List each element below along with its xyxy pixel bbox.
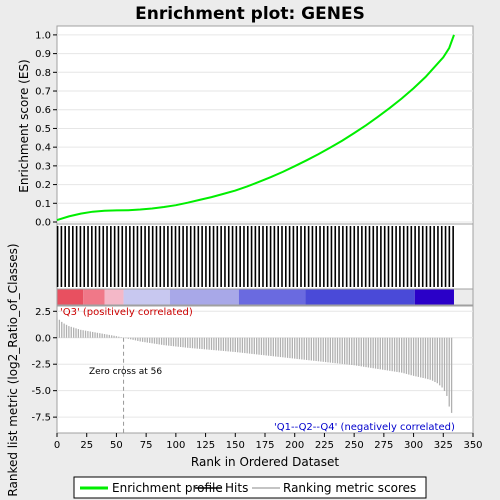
legend-box xyxy=(73,476,427,499)
xtick-label: 275 xyxy=(374,440,393,451)
legend: Enrichment profile Hits Ranking metric s… xyxy=(73,476,427,499)
es-ylabel: Enrichment score (ES) xyxy=(17,59,31,192)
es-ytick-label: 0.4 xyxy=(35,143,51,154)
metric-ytick-label: -2.5 xyxy=(31,360,51,371)
xtick-label: 300 xyxy=(404,440,423,451)
xtick-label: 100 xyxy=(166,440,185,451)
xtick-label: 175 xyxy=(255,440,274,451)
xtick-label: 50 xyxy=(110,440,123,451)
xtick-label: 0 xyxy=(54,440,60,451)
es-ytick-label: 0.0 xyxy=(35,218,51,229)
xtick-label: 225 xyxy=(315,440,334,451)
rank-bar-segment xyxy=(238,289,306,305)
negative-annotation: 'Q1--Q2--Q4' (negatively correlated) xyxy=(274,422,455,433)
rank-bar-segment xyxy=(83,289,105,305)
xtick-label: 200 xyxy=(285,440,304,451)
positive-annotation: 'Q3' (positively correlated) xyxy=(60,307,193,318)
legend-label-enrichment: Enrichment profile xyxy=(112,481,223,495)
metric-ytick-label: 0.0 xyxy=(35,333,51,344)
metric-panel: 2.5 0.0 -2.5 -5.0 -7.5 0 25 50 75 100 125 150 175 20… xyxy=(6,243,483,496)
es-plot-area xyxy=(56,25,474,225)
es-ytick-label: 0.3 xyxy=(35,161,51,172)
metric-ylabel: Ranked list metric (log2_Ratio_of_Classe… xyxy=(6,243,20,496)
metric-ytick-label: -7.5 xyxy=(31,413,51,424)
rank-bar-segment xyxy=(104,289,124,305)
es-ytick-label: 0.8 xyxy=(35,68,51,79)
legend-label-hits: Hits xyxy=(225,481,248,495)
xtick-label: 350 xyxy=(463,440,482,451)
chart-title: Enrichment plot: GENES xyxy=(135,4,365,24)
xtick-label: 250 xyxy=(345,440,364,451)
es-ytick-label: 0.1 xyxy=(35,199,51,210)
xtick-label: 25 xyxy=(80,440,93,451)
es-ytick-label: 0.6 xyxy=(35,105,51,116)
metric-ytick-label: 2.5 xyxy=(35,307,51,318)
rank-bar-segment xyxy=(169,289,239,305)
xtick-label: 75 xyxy=(140,440,153,451)
es-ytick-label: 1.0 xyxy=(35,30,51,41)
rank-bar-segment xyxy=(305,289,415,305)
rank-color-bar xyxy=(56,288,474,306)
enrichment-profile-line xyxy=(56,34,455,222)
legend-label-metric: Ranking metric scores xyxy=(283,481,416,495)
rank-bar-segment xyxy=(123,289,170,305)
es-ytick-label: 0.5 xyxy=(35,124,51,135)
metric-ytick-label: -5.0 xyxy=(31,386,51,397)
rank-bar-frame xyxy=(56,288,474,306)
rank-bar-segment xyxy=(414,289,454,305)
hits-panel xyxy=(56,223,474,290)
es-ytick-label: 0.7 xyxy=(35,87,51,98)
xtick-label: 125 xyxy=(196,440,215,451)
metric-xlabel: Rank in Ordered Dataset xyxy=(191,455,339,469)
xtick-label: 325 xyxy=(434,440,453,451)
es-ytick-label: 0.9 xyxy=(35,49,51,60)
es-ytick-label: 0.2 xyxy=(35,180,51,191)
xtick-label: 150 xyxy=(226,440,245,451)
rank-bar-segment xyxy=(57,289,84,305)
zero-cross-annotation: Zero cross at 56 xyxy=(89,367,162,377)
es-panel: 0.0 0.1 0.2 0.3 0.4 0.5 0.6 0.7 0.8 0.9 1.0 Enrich… xyxy=(17,25,474,229)
